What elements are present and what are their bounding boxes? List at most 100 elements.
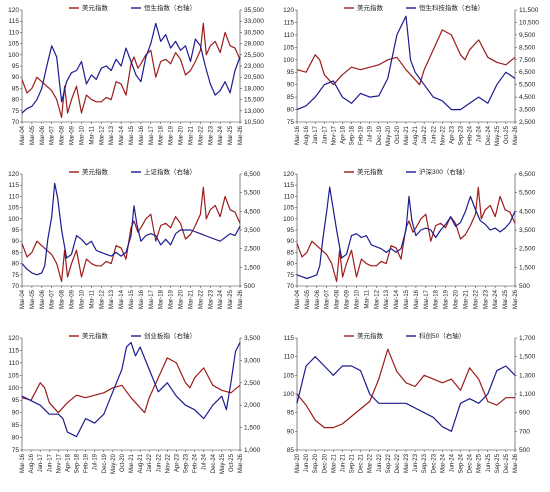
right-tick-label: 500 xyxy=(244,283,255,290)
left-tick-label: 105 xyxy=(283,205,294,212)
right-tick-label: 35,500 xyxy=(244,7,264,14)
x-tick-label: Mar-09 xyxy=(345,289,351,309)
left-tick-label: 90 xyxy=(287,428,295,435)
legend: 美元指数 科创50（右轴） xyxy=(344,331,465,340)
legend-label: 恒生科技指数（右轴） xyxy=(419,3,484,12)
chart-star50: 85 90 95 100 105 110 115 500 700 900 1,100 1,300 1,5… xyxy=(283,331,536,473)
left-tick-label: 80 xyxy=(12,261,20,268)
x-tick-label: Aug-16 xyxy=(29,453,35,473)
x-tick-label: Mar-06 xyxy=(40,125,46,145)
x-tick-label: Mar-17 xyxy=(424,289,430,309)
right-tick-label: 20,500 xyxy=(244,74,264,81)
chart-hstech: 75 80 85 90 95 100 105 110 115 120 2,500 3,500 4,500… xyxy=(283,3,539,146)
x-tick-label: Mar-23 xyxy=(404,453,410,473)
x-tick-label: Mar-04 xyxy=(20,125,26,145)
x-tick-label: Mar-21 xyxy=(129,453,135,473)
x-tick-label: Mar-25 xyxy=(477,453,483,473)
right-tick-label: 11,500 xyxy=(519,7,539,14)
left-tick-label: 90 xyxy=(287,82,295,89)
x-tick-label: Mar-26 xyxy=(513,289,519,309)
x-tick-label: Jun-23 xyxy=(413,453,419,472)
x-tick-label: Mar-12 xyxy=(99,125,105,145)
x-tick-label: Mar-04 xyxy=(20,289,26,309)
chart-csi300: 70 75 80 85 90 95 100 105 110 115 120 500 1,500 2,500… xyxy=(283,167,536,309)
x-tick-label: Mar-14 xyxy=(119,289,125,309)
chart-sse: 70 75 80 85 90 95 100 105 110 115 120 500 1,500 2,500… xyxy=(8,167,261,309)
legend-label: 恒生指数（右轴） xyxy=(144,3,196,12)
right-tick-label: 3,500 xyxy=(519,227,536,234)
legend-label: 沪深300（右轴） xyxy=(419,167,469,176)
x-tick-label: Aug-21 xyxy=(138,453,144,473)
x-tick-label: Dec-24 xyxy=(468,453,474,473)
right-tick-label: 3,000 xyxy=(244,357,261,364)
x-tick-label: Mar-18 xyxy=(159,125,165,145)
chart-chinext: 75 80 85 90 95 100 105 110 115 120 1,000 1,500 2,000… xyxy=(8,331,261,474)
left-tick-label: 70 xyxy=(12,119,20,126)
left-tick-label: 95 xyxy=(287,410,295,417)
x-tick-label: Mar-18 xyxy=(159,289,165,309)
left-tick-label: 100 xyxy=(283,57,294,64)
x-tick-label: Mar-23 xyxy=(208,125,214,145)
x-tick-label: Dec-24 xyxy=(211,453,217,473)
x-tick-label: May-20 xyxy=(386,125,392,146)
x-tick-label: Jun-22 xyxy=(431,125,437,144)
left-tick-label: 90 xyxy=(287,238,295,245)
series-line-usd xyxy=(296,186,516,283)
left-tick-label: 105 xyxy=(283,372,294,379)
left-tick-label: 100 xyxy=(283,216,294,223)
x-tick-label: Mar-11 xyxy=(364,289,370,308)
x-tick-label: Feb-24 xyxy=(193,453,199,473)
x-tick-label: Mar-10 xyxy=(354,289,360,309)
x-tick-label: Nov-17 xyxy=(331,125,337,145)
x-tick-label: Aug-16 xyxy=(304,125,310,145)
x-tick-label: Mar-12 xyxy=(374,289,380,309)
legend-label: 美元指数 xyxy=(82,167,109,176)
left-tick-label: 95 xyxy=(12,397,20,404)
right-tick-label: 4,500 xyxy=(519,94,536,101)
left-tick-label: 120 xyxy=(283,171,294,178)
left-tick-label: 85 xyxy=(287,94,295,101)
left-tick-label: 120 xyxy=(8,7,19,14)
x-tick-label: Apr-23 xyxy=(449,125,455,144)
x-tick-label: Oct-20 xyxy=(120,453,126,472)
left-tick-label: 95 xyxy=(12,63,20,70)
left-tick-label: 75 xyxy=(12,108,20,115)
left-tick-label: 115 xyxy=(9,18,20,25)
legend: 美元指数 沪深300（右轴） xyxy=(344,167,469,176)
series-line-usd xyxy=(21,22,241,119)
x-tick-label: Mar-24 xyxy=(218,125,224,145)
left-tick-label: 85 xyxy=(12,249,20,256)
x-tick-label: Mar-21 xyxy=(188,289,194,309)
x-tick-label: Jun-22 xyxy=(156,453,162,472)
legend-label: 美元指数 xyxy=(82,331,109,340)
left-tick-label: 75 xyxy=(287,119,295,126)
x-tick-label: Apr-18 xyxy=(340,125,346,144)
left-tick-label: 105 xyxy=(8,372,19,379)
x-tick-label: Mar-06 xyxy=(315,289,321,309)
right-tick-label: 15,500 xyxy=(244,97,264,104)
x-tick-label: Mar-11 xyxy=(89,125,95,144)
right-tick-label: 1,700 xyxy=(519,335,536,342)
x-tick-label: Jan-22 xyxy=(147,453,153,472)
x-tick-label: Mar-15 xyxy=(129,125,135,145)
left-tick-label: 95 xyxy=(12,227,20,234)
right-tick-label: 2,500 xyxy=(244,380,261,387)
x-tick-label: May-25 xyxy=(495,125,501,146)
x-tick-label: Dec-25 xyxy=(504,453,510,473)
left-tick-label: 105 xyxy=(8,205,19,212)
x-tick-label: Jan-17 xyxy=(38,453,44,472)
x-tick-label: Mar-13 xyxy=(384,289,390,309)
x-tick-label: Mar-06 xyxy=(40,289,46,309)
right-tick-label: 4,500 xyxy=(244,208,261,215)
x-tick-label: Mar-16 xyxy=(139,125,145,145)
left-tick-label: 115 xyxy=(9,347,20,354)
x-tick-label: Mar-14 xyxy=(394,289,400,309)
x-tick-label: Dec-23 xyxy=(431,453,437,473)
x-tick-label: Oct-25 xyxy=(229,453,235,472)
right-tick-label: 2,500 xyxy=(244,246,261,253)
x-tick-label: Jul-19 xyxy=(368,125,374,142)
left-tick-label: 105 xyxy=(8,41,19,48)
left-tick-label: 110 xyxy=(9,193,20,200)
left-tick-label: 100 xyxy=(283,391,294,398)
panel-star50: 85 90 95 100 105 110 115 500 700 900 1,100 1,300 1,5… xyxy=(275,328,550,492)
